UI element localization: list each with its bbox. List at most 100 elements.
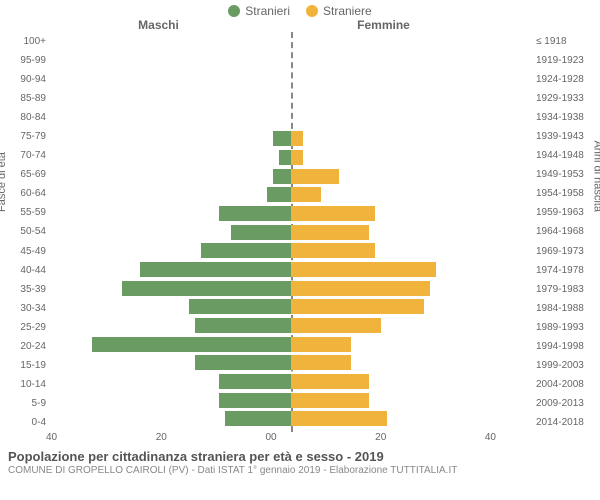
yaxis-title-left: Fasce di età: [0, 152, 8, 212]
xaxis-right: 02040: [271, 432, 496, 443]
age-label: 70-74: [4, 150, 46, 161]
table-row: [50, 372, 532, 391]
bar-female: [291, 299, 424, 314]
birth-label: 1984-1988: [536, 303, 596, 314]
birth-label: 1999-2003: [536, 360, 596, 371]
birth-label: 2014-2018: [536, 417, 596, 428]
table-row: [50, 73, 532, 92]
bar-female: [291, 318, 381, 333]
birth-label: 2004-2008: [536, 379, 596, 390]
xtick: 20: [375, 432, 386, 443]
table-row: [50, 279, 532, 298]
age-label: 85-89: [4, 93, 46, 104]
age-label: 75-79: [4, 131, 46, 142]
column-headers: Maschi Femmine: [46, 18, 496, 32]
bar-female: [291, 150, 303, 165]
birth-label: 1949-1953: [536, 169, 596, 180]
table-row: [50, 241, 532, 260]
age-label: 45-49: [4, 246, 46, 257]
age-label: 55-59: [4, 207, 46, 218]
bar-male: [273, 169, 291, 184]
birth-label: 1924-1928: [536, 74, 596, 85]
table-row: [50, 185, 532, 204]
footer: Popolazione per cittadinanza straniera p…: [0, 443, 600, 476]
birth-label: 1929-1933: [536, 93, 596, 104]
table-row: [50, 129, 532, 148]
age-label: 40-44: [4, 265, 46, 276]
bar-male: [195, 355, 291, 370]
bar-male: [201, 243, 291, 258]
yaxis-age: 100+95-9990-9485-8980-8475-7970-7465-696…: [0, 32, 50, 432]
birth-label: 1989-1993: [536, 322, 596, 333]
table-row: [50, 36, 532, 55]
age-label: 15-19: [4, 360, 46, 371]
bar-male: [92, 337, 291, 352]
age-label: 0-4: [4, 417, 46, 428]
birth-label: 1939-1943: [536, 131, 596, 142]
birth-label: 1934-1938: [536, 112, 596, 123]
bar-female: [291, 169, 339, 184]
age-label: 90-94: [4, 74, 46, 85]
bar-female: [291, 411, 387, 426]
bar-female: [291, 374, 369, 389]
table-row: [50, 148, 532, 167]
birth-label: 1919-1923: [536, 55, 596, 66]
legend: Stranieri Straniere: [0, 0, 600, 18]
table-row: [50, 223, 532, 242]
xaxis-left: 40200: [46, 432, 271, 443]
legend-male-label: Stranieri: [245, 4, 290, 18]
table-row: [50, 353, 532, 372]
table-row: [50, 316, 532, 335]
table-row: [50, 335, 532, 354]
table-row: [50, 167, 532, 186]
age-label: 20-24: [4, 341, 46, 352]
table-row: [50, 55, 532, 74]
table-row: [50, 204, 532, 223]
table-row: [50, 409, 532, 428]
age-label: 35-39: [4, 284, 46, 295]
yaxis-birth: ≤ 1918 1919-1923 1924-1928 1929-1933 1934-19…: [532, 32, 600, 432]
age-label: 80-84: [4, 112, 46, 123]
birth-label: 1994-1998: [536, 341, 596, 352]
birth-label: 1954-1958: [536, 188, 596, 199]
age-label: 65-69: [4, 169, 46, 180]
bar-female: [291, 131, 303, 146]
bar-male: [225, 411, 291, 426]
table-row: [50, 260, 532, 279]
bar-male: [219, 374, 291, 389]
bar-male: [273, 131, 291, 146]
bar-male: [122, 281, 291, 296]
table-row: [50, 111, 532, 130]
bar-male: [189, 299, 291, 314]
yaxis-title-right: Anni di nascita: [592, 140, 600, 212]
bar-male: [231, 225, 291, 240]
legend-female: Straniere: [306, 4, 372, 18]
chart-subtitle: COMUNE DI GROPELLO CAIROLI (PV) - Dati I…: [8, 465, 592, 476]
bar-male: [279, 150, 291, 165]
bar-male: [195, 318, 291, 333]
age-label: 5-9: [4, 398, 46, 409]
xtick: 40: [46, 432, 57, 443]
pyramid-chart: Fasce di età 100+95-9990-9485-8980-8475-…: [0, 32, 600, 432]
bar-female: [291, 393, 369, 408]
birth-label: 1964-1968: [536, 226, 596, 237]
age-label: 25-29: [4, 322, 46, 333]
bar-female: [291, 355, 351, 370]
age-label: 50-54: [4, 226, 46, 237]
age-label: 30-34: [4, 303, 46, 314]
bar-female: [291, 281, 430, 296]
age-label: 95-99: [4, 55, 46, 66]
birth-label: ≤ 1918: [536, 36, 596, 47]
xaxis: 40200 02040: [46, 432, 496, 443]
bar-female: [291, 262, 436, 277]
legend-female-swatch: [306, 5, 318, 17]
plot-area: [50, 32, 532, 432]
birth-label: 1944-1948: [536, 150, 596, 161]
bar-female: [291, 206, 375, 221]
bar-male: [219, 393, 291, 408]
bar-female: [291, 243, 375, 258]
header-female: Femmine: [271, 18, 496, 32]
bar-female: [291, 225, 369, 240]
chart-title: Popolazione per cittadinanza straniera p…: [8, 449, 592, 464]
age-label: 60-64: [4, 188, 46, 199]
